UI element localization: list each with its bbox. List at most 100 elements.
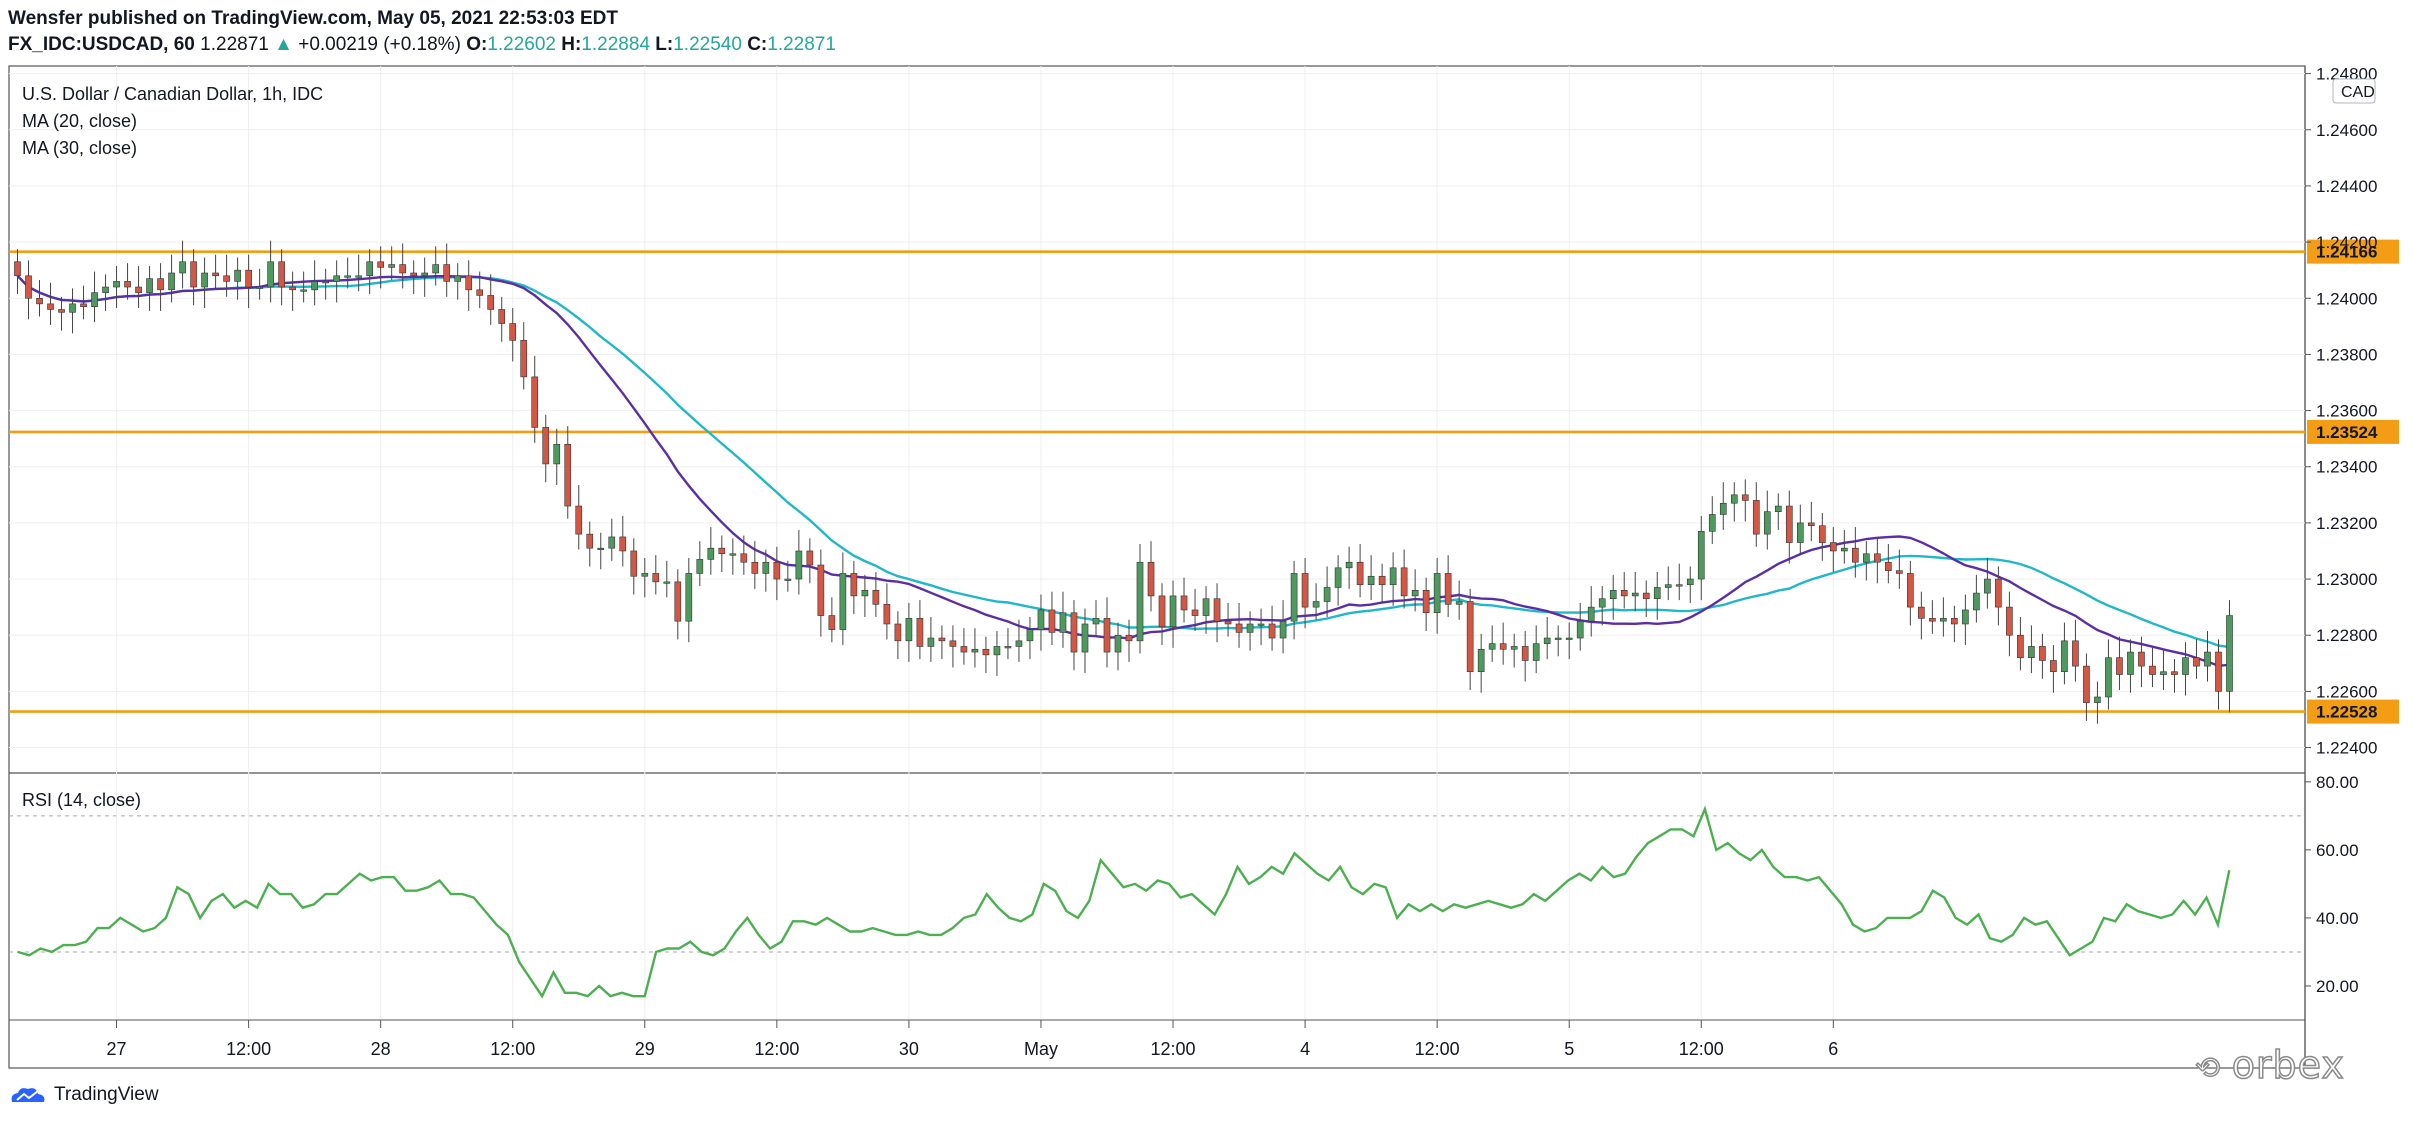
- candle-body: [883, 604, 891, 625]
- symbol-label[interactable]: FX_IDC:USDCAD, 60: [8, 34, 195, 55]
- candle: [1576, 602, 1584, 651]
- candle-body: [1510, 646, 1518, 650]
- candle-body: [256, 286, 263, 289]
- open-value: 1.22602: [487, 34, 556, 55]
- candle: [1719, 482, 1727, 530]
- candle-body: [2061, 640, 2068, 673]
- candle-body: [685, 573, 693, 622]
- candle: [1103, 597, 1111, 668]
- candle-body: [1400, 567, 1408, 597]
- price-tick-label: 1.23400: [2316, 458, 2377, 477]
- orbex-text: orbex: [2231, 1042, 2345, 1088]
- candle: [1279, 600, 1287, 654]
- candle: [1631, 572, 1639, 612]
- candle: [1191, 588, 1199, 632]
- candle: [58, 296, 65, 331]
- candle-body: [1697, 531, 1705, 580]
- candle: [1940, 597, 1947, 637]
- candle: [498, 296, 506, 342]
- candle: [432, 246, 440, 286]
- candle: [113, 265, 120, 309]
- candle: [278, 249, 285, 306]
- candle-body: [1455, 601, 1463, 605]
- rsi-panel[interactable]: [17, 805, 2231, 999]
- candle: [2061, 622, 2068, 685]
- candle-body: [1741, 494, 1749, 501]
- candle: [36, 280, 43, 317]
- candle-body: [1940, 618, 1947, 622]
- ohlc-line: FX_IDC:USDCAD, 60 1.22871 ▲ +0.00219 (+0…: [8, 32, 836, 58]
- candle-body: [311, 281, 318, 291]
- candle: [1334, 555, 1342, 606]
- candle-body: [2149, 665, 2156, 675]
- candle-body: [861, 589, 869, 597]
- chart-frame: [8, 65, 2306, 1069]
- candle: [652, 555, 660, 595]
- candle-body: [135, 286, 142, 293]
- candle: [267, 240, 274, 303]
- candle: [2138, 636, 2145, 688]
- candle-body: [410, 272, 418, 277]
- candle-body: [1004, 646, 1012, 649]
- candle-body: [1290, 573, 1298, 622]
- candle-body: [80, 303, 87, 307]
- candle: [1235, 602, 1243, 648]
- candle: [146, 265, 153, 311]
- candle: [1863, 541, 1870, 581]
- candle: [1829, 527, 1837, 573]
- candle: [1543, 616, 1551, 660]
- candle: [1290, 560, 1298, 640]
- time-axis[interactable]: 27 12:00 28 12:00 29 12:00 30 May 12:00 4 12:00 5 12…: [9, 1019, 2305, 1059]
- candle-body: [1125, 634, 1133, 642]
- candle-body: [1015, 640, 1023, 647]
- candle: [2193, 639, 2200, 679]
- candles[interactable]: [14, 240, 2233, 724]
- candle-body: [938, 637, 946, 642]
- candle-body: [465, 275, 473, 291]
- candle: [1202, 586, 1210, 634]
- candle-body: [608, 536, 616, 549]
- candle: [839, 552, 847, 646]
- candle-body: [2105, 657, 2112, 698]
- candle-body: [14, 261, 21, 277]
- candle: [1158, 583, 1166, 646]
- candle: [1620, 572, 1628, 609]
- tradingview-logo[interactable]: TradingView: [8, 1084, 159, 1106]
- price-tick-label: 1.24000: [2316, 289, 2377, 308]
- candle-body: [1984, 578, 1991, 594]
- candle-body: [905, 618, 913, 642]
- time-tick-label: 6: [1828, 1039, 1838, 1059]
- candle-body: [1609, 589, 1617, 600]
- candle-body: [806, 550, 814, 566]
- time-tick-label: 12:00: [754, 1039, 799, 1059]
- price-axis[interactable]: 1.248001.246001.244001.242001.240001.238…: [2305, 65, 2377, 996]
- candle: [1081, 608, 1089, 674]
- candle-body: [993, 646, 1001, 656]
- candle: [608, 518, 616, 561]
- candle: [619, 515, 627, 567]
- price-tick-label: 1.24200: [2316, 233, 2377, 252]
- candle-body: [740, 553, 748, 563]
- candle: [300, 271, 307, 303]
- candle: [388, 246, 395, 281]
- candle-body: [498, 309, 506, 324]
- rsi-tick-label: 40.00: [2316, 909, 2359, 928]
- candle: [916, 600, 924, 660]
- candle-body: [597, 547, 605, 550]
- candle: [1015, 619, 1023, 662]
- candle: [1169, 580, 1177, 648]
- candle: [1929, 600, 1936, 634]
- candle: [927, 616, 935, 662]
- candle: [663, 560, 671, 598]
- candle: [905, 602, 913, 662]
- candle-body: [69, 303, 76, 313]
- candle: [1455, 580, 1463, 620]
- candle-body: [795, 550, 803, 580]
- open-label: O:: [466, 34, 488, 55]
- candle: [410, 260, 418, 295]
- candle: [1070, 600, 1078, 671]
- candle: [487, 274, 495, 325]
- candle-body: [487, 295, 495, 310]
- rsi-tick-label: 20.00: [2316, 977, 2359, 996]
